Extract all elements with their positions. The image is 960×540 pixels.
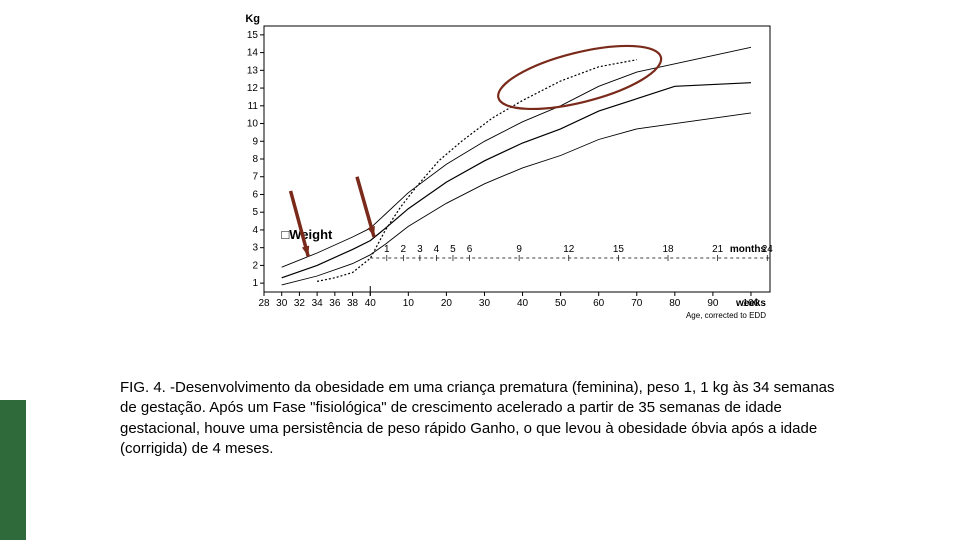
svg-text:36: 36 [329, 298, 341, 309]
svg-text:13: 13 [247, 65, 259, 76]
svg-text:30: 30 [479, 298, 491, 309]
svg-text:5: 5 [450, 244, 456, 255]
svg-text:12: 12 [247, 83, 259, 94]
svg-text:2: 2 [252, 260, 258, 271]
svg-text:28: 28 [258, 298, 270, 309]
svg-text:2: 2 [401, 244, 407, 255]
svg-text:Age, corrected to EDD: Age, corrected to EDD [686, 311, 766, 320]
annotation-ellipse [492, 33, 667, 122]
svg-text:15: 15 [247, 30, 259, 41]
svg-text:30: 30 [276, 298, 288, 309]
growth-chart: Kg12345678910111213141512345691215182124… [220, 8, 780, 358]
svg-text:60: 60 [593, 298, 605, 309]
svg-text:90: 90 [707, 298, 719, 309]
svg-text:Kg: Kg [245, 13, 260, 25]
svg-text:4: 4 [434, 244, 440, 255]
svg-text:34: 34 [312, 298, 324, 309]
svg-text:1: 1 [252, 278, 258, 289]
series-p3 [282, 113, 751, 285]
svg-text:3: 3 [417, 244, 423, 255]
svg-text:20: 20 [441, 298, 453, 309]
svg-text:months: months [730, 244, 767, 255]
series-patient [317, 60, 637, 282]
svg-text:12: 12 [563, 244, 575, 255]
svg-text:1: 1 [384, 244, 390, 255]
svg-text:15: 15 [613, 244, 625, 255]
svg-text:9: 9 [252, 136, 258, 147]
svg-text:40: 40 [365, 298, 377, 309]
svg-text:8: 8 [252, 154, 258, 165]
svg-text:9: 9 [516, 244, 522, 255]
svg-text:6: 6 [252, 189, 258, 200]
svg-text:10: 10 [247, 119, 259, 130]
svg-text:70: 70 [631, 298, 643, 309]
svg-text:18: 18 [662, 244, 674, 255]
svg-text:11: 11 [248, 101, 259, 112]
svg-text:□Weight: □Weight [281, 227, 333, 242]
svg-text:80: 80 [669, 298, 681, 309]
svg-text:10: 10 [403, 298, 415, 309]
slide-accent-bar [0, 400, 26, 540]
svg-text:6: 6 [467, 244, 473, 255]
svg-text:32: 32 [294, 298, 306, 309]
svg-text:5: 5 [252, 207, 258, 218]
svg-text:14: 14 [247, 48, 259, 59]
svg-text:7: 7 [252, 172, 258, 183]
svg-text:40: 40 [517, 298, 529, 309]
series-p97 [282, 47, 751, 267]
svg-text:21: 21 [712, 244, 724, 255]
svg-text:3: 3 [252, 243, 258, 254]
svg-text:4: 4 [252, 225, 258, 236]
svg-text:50: 50 [555, 298, 567, 309]
growth-chart-svg: Kg12345678910111213141512345691215182124… [220, 8, 780, 358]
figure-caption: FIG. 4. -Desenvolvimento da obesidade em… [120, 378, 840, 459]
svg-text:38: 38 [347, 298, 359, 309]
svg-text:weeks: weeks [735, 298, 766, 309]
